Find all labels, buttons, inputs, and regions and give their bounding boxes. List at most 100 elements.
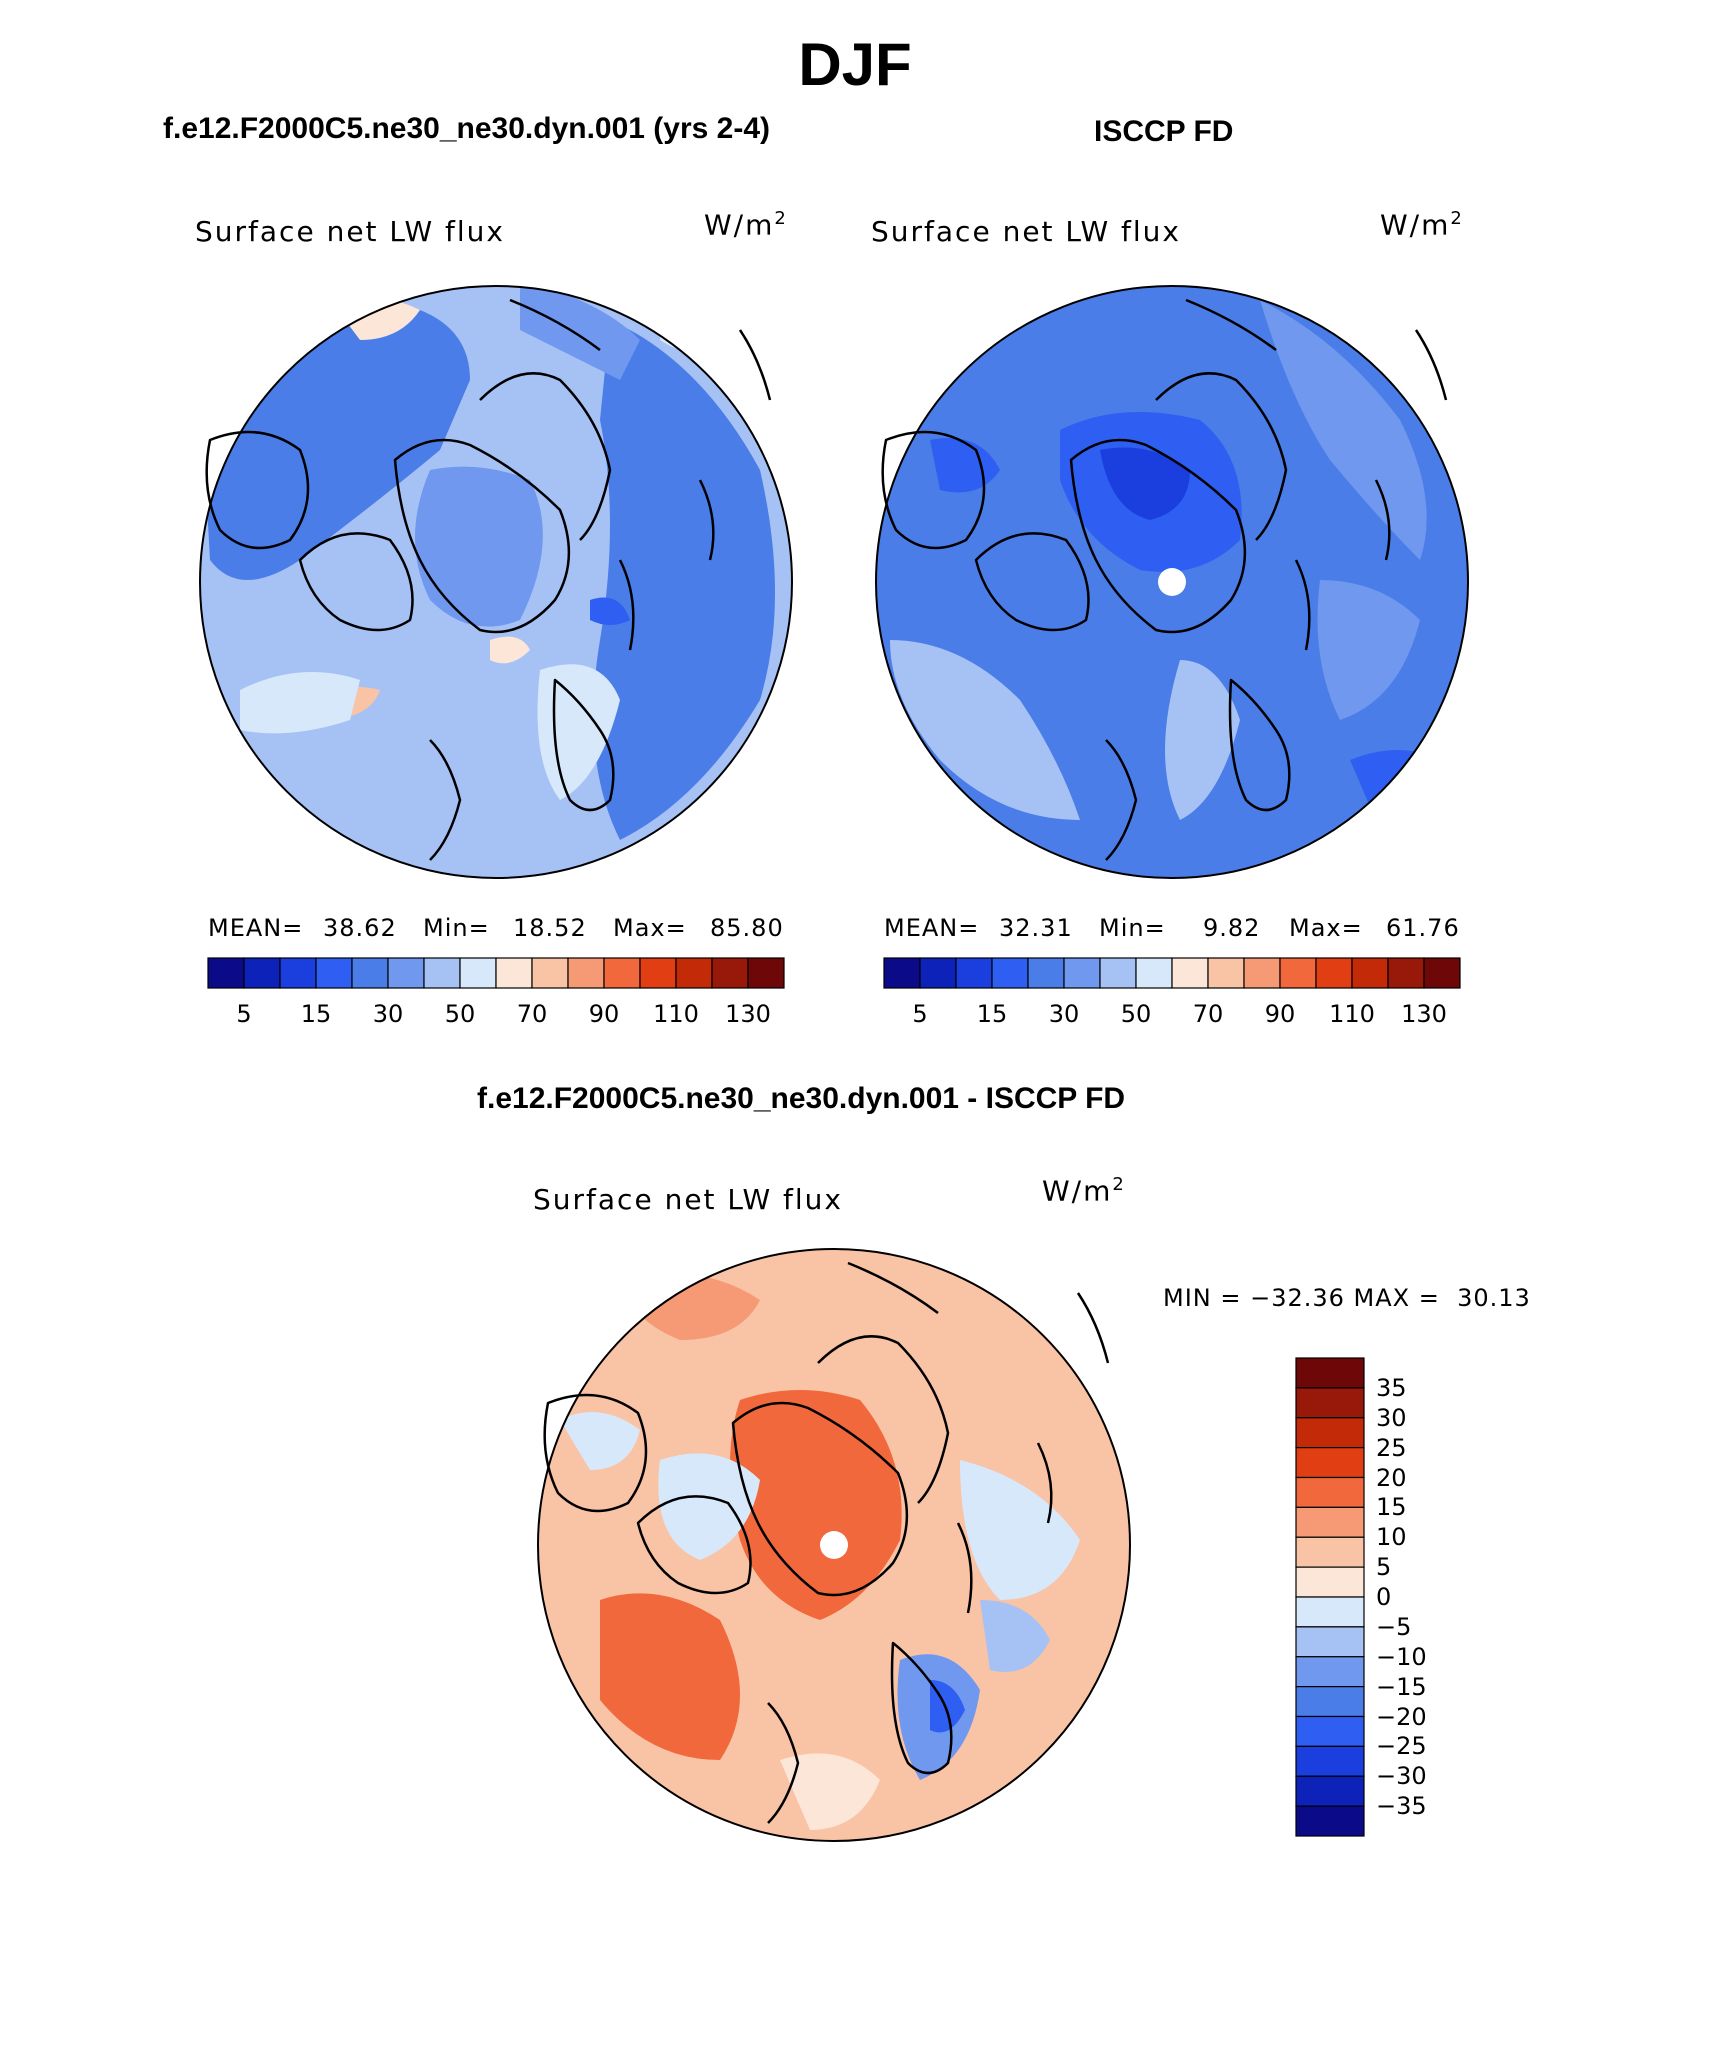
colorbar-swatch <box>747 957 785 989</box>
colorbar-swatch <box>1243 957 1281 989</box>
colorbar-swatch <box>1315 957 1353 989</box>
panel2-units: W/m2 <box>1380 208 1464 242</box>
colorbar-tick-label: 15 <box>300 1000 332 1028</box>
panel1-mean-value: 38.62 <box>323 914 397 942</box>
colorbar-swatch <box>315 957 353 989</box>
colorbar-swatch <box>1423 957 1461 989</box>
colorbar-swatch <box>1351 957 1389 989</box>
map-difference <box>537 1248 1131 1842</box>
page-title: DJF <box>798 31 912 98</box>
colorbar-swatch <box>1295 1745 1365 1777</box>
colorbar-tick-label: 20 <box>1376 1463 1407 1492</box>
colorbar-swatch <box>1295 1596 1365 1628</box>
colorbar-swatch <box>1295 1656 1365 1688</box>
colorbar-tick-label: 50 <box>1120 1000 1152 1028</box>
colorbar-tick-label: −20 <box>1376 1702 1427 1731</box>
colorbar-swatch <box>711 957 749 989</box>
colorbar-tick-label: 15 <box>1376 1493 1407 1522</box>
colorbar-tick-label: 25 <box>1376 1433 1407 1462</box>
colorbar-tick-label: 90 <box>588 1000 620 1028</box>
panel2-mean-value: 32.31 <box>999 914 1073 942</box>
colorbar-swatch <box>675 957 713 989</box>
colorbar-tick-label: 70 <box>1192 1000 1224 1028</box>
colorbar-swatch <box>495 957 533 989</box>
colorbar-tick-label: 130 <box>725 1000 771 1028</box>
colorbar-tick-label: −5 <box>1376 1612 1412 1641</box>
colorbar-tick-label: 5 <box>236 1000 252 1028</box>
colorbar-swatch <box>1387 957 1425 989</box>
panel3-variable-label: Surface net LW flux <box>533 1183 843 1216</box>
colorbar-swatch <box>603 957 641 989</box>
panel1-variable-label: Surface net LW flux <box>195 215 505 248</box>
map-model <box>199 285 793 879</box>
colorbar-swatch <box>639 957 677 989</box>
colorbar-swatch <box>919 957 957 989</box>
colorbar-swatch <box>531 957 569 989</box>
colorbar-swatch <box>207 957 245 989</box>
colorbar-swatch <box>1099 957 1137 989</box>
colorbar-swatch <box>1295 1357 1365 1389</box>
colorbar-swatch <box>1295 1715 1365 1747</box>
colorbar-swatch <box>955 957 993 989</box>
colorbar-swatch <box>1027 957 1065 989</box>
colorbar-swatch <box>459 957 497 989</box>
colorbar-tick-label: −30 <box>1376 1762 1427 1791</box>
colorbar-tick-label: 90 <box>1264 1000 1296 1028</box>
panel3-title: f.e12.F2000C5.ne30_ne30.dyn.001 - ISCCP … <box>477 1082 1126 1115</box>
colorbar-tick-label: 35 <box>1376 1373 1407 1402</box>
colorbar-tick-label: −10 <box>1376 1642 1427 1671</box>
colorbar-swatch <box>1295 1447 1365 1479</box>
colorbar-swatch <box>423 957 461 989</box>
colorbar-swatch <box>1295 1417 1365 1449</box>
colorbar-swatch <box>387 957 425 989</box>
panel2-variable-label: Surface net LW flux <box>871 215 1181 248</box>
colorbar-swatch <box>1295 1626 1365 1658</box>
colorbar-swatch <box>1135 957 1173 989</box>
panel2-min-value: 9.82 <box>1203 914 1261 942</box>
colorbar-swatch <box>1295 1536 1365 1568</box>
colorbar-swatch <box>351 957 389 989</box>
panel1-title: f.e12.F2000C5.ne30_ne30.dyn.001 (yrs 2-4… <box>163 112 771 145</box>
colorbar-tick-label: 15 <box>976 1000 1008 1028</box>
panel1-max-value: 85.80 <box>710 914 784 942</box>
panel1-units: W/m2 <box>704 208 788 242</box>
colorbar-swatch <box>1063 957 1101 989</box>
colorbar-swatch <box>1207 957 1245 989</box>
panel1-min-label: Min= <box>423 914 490 942</box>
panel3-minmax: MIN = −32.36 MAX = 30.13 <box>1163 1284 1531 1312</box>
colorbar-tick-label: −25 <box>1376 1732 1427 1761</box>
panel2-mean-label: MEAN= <box>884 914 980 942</box>
colorbar-swatch <box>1295 1506 1365 1538</box>
colorbar-tick-label: −35 <box>1376 1792 1427 1821</box>
panel2-min-label: Min= <box>1099 914 1166 942</box>
map-isccp <box>875 285 1469 879</box>
colorbar-model <box>207 957 785 989</box>
colorbar-tick-label: 70 <box>516 1000 548 1028</box>
colorbar-tick-label: 110 <box>653 1000 699 1028</box>
colorbar-tick-label: 50 <box>444 1000 476 1028</box>
colorbar-swatch <box>991 957 1029 989</box>
colorbar-swatch <box>1295 1566 1365 1598</box>
colorbar-swatch <box>279 957 317 989</box>
colorbar-swatch <box>1279 957 1317 989</box>
colorbar-swatch <box>1295 1775 1365 1807</box>
colorbar-tick-label: 30 <box>1048 1000 1080 1028</box>
colorbar-tick-label: 30 <box>1376 1403 1407 1432</box>
colorbar-swatch <box>1295 1805 1365 1837</box>
colorbar-swatch <box>243 957 281 989</box>
colorbar-difference <box>1295 1357 1365 1837</box>
colorbar-tick-label: −15 <box>1376 1672 1427 1701</box>
panel3-units: W/m2 <box>1042 1174 1126 1208</box>
panel2-max-label: Max= <box>1289 914 1363 942</box>
colorbar-tick-label: 5 <box>1376 1553 1392 1582</box>
colorbar-swatch <box>1295 1476 1365 1508</box>
panel2-title: ISCCP FD <box>1094 115 1234 148</box>
colorbar-swatch <box>883 957 921 989</box>
panel1-mean-label: MEAN= <box>208 914 304 942</box>
colorbar-tick-label: 30 <box>372 1000 404 1028</box>
colorbar-swatch <box>1295 1387 1365 1419</box>
colorbar-tick-label: 5 <box>912 1000 928 1028</box>
colorbar-isccp <box>883 957 1461 989</box>
colorbar-tick-label: 10 <box>1376 1523 1407 1552</box>
